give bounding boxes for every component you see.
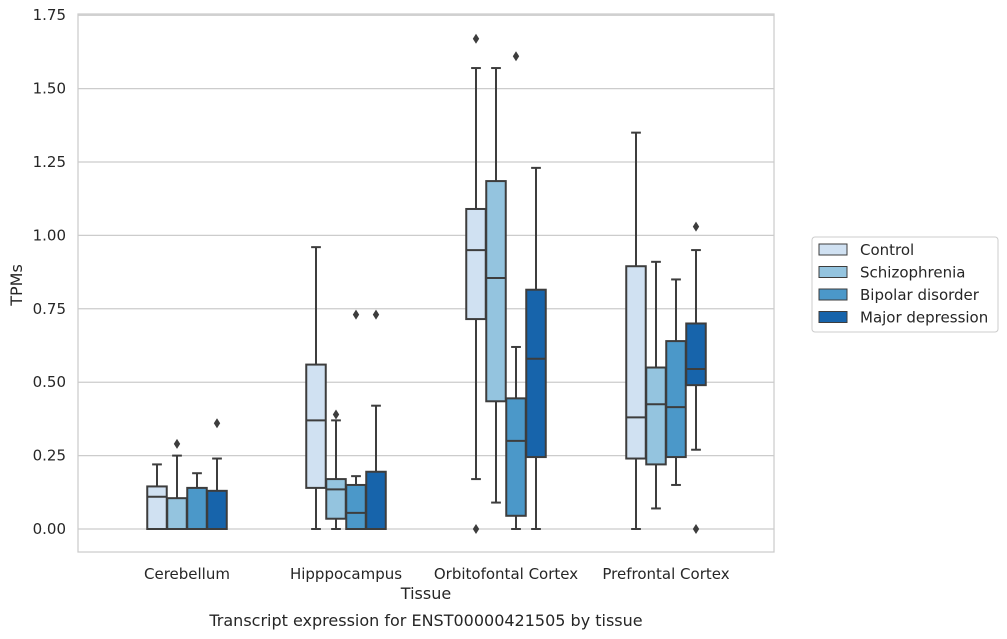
- box-body: [665, 340, 687, 459]
- box-2-3: [525, 166, 547, 530]
- x-tick-label-3: Prefrontal Cortex: [602, 565, 729, 583]
- boxes: [146, 33, 707, 534]
- outlier-marker-0: [332, 409, 340, 420]
- legend: Control Schizophrenia Bipolar disorder Majo…: [811, 236, 999, 333]
- y-tick-label-7: 1.75: [33, 6, 66, 24]
- box-body: [685, 322, 707, 387]
- y-tick-label-6: 1.50: [33, 80, 66, 98]
- outlier-marker-0: [352, 309, 360, 320]
- box-body: [345, 483, 367, 530]
- legend-swatch-2: [818, 288, 848, 301]
- box-1-0: [305, 246, 327, 530]
- legend-label-3: Major depression: [860, 309, 988, 327]
- box-1-3: [365, 309, 387, 530]
- box-body: [146, 485, 168, 531]
- box-2-1: [485, 67, 507, 504]
- box-body: [645, 366, 667, 466]
- x-tick-label-0: Cerebellum: [144, 565, 230, 583]
- y-tick-label-5: 1.25: [33, 153, 66, 171]
- box-body: [206, 489, 228, 530]
- outlier-marker-0: [512, 51, 520, 62]
- box-body: [525, 288, 547, 459]
- outlier-marker-0: [173, 438, 181, 449]
- legend-frame: [811, 236, 999, 333]
- y-tick-label-3: 0.75: [33, 300, 66, 318]
- legend-swatch-1: [818, 266, 848, 278]
- box-body: [465, 207, 487, 321]
- outlier-marker-1: [692, 524, 700, 534]
- y-tick-label-1: 0.25: [33, 447, 66, 465]
- box-body: [365, 470, 387, 530]
- box-0-0: [146, 463, 168, 531]
- y-tick-labels: 0.00 0.25 0.50 0.75 1.00 1.25 1.50 1.75: [33, 6, 66, 538]
- x-axis-title: Tissue: [400, 584, 451, 603]
- y-axis-title: TPMs: [7, 264, 26, 307]
- legend-label-0: Control: [860, 241, 914, 259]
- outlier-marker-1: [472, 524, 480, 534]
- outlier-marker-0: [692, 221, 700, 232]
- legend-swatch-3: [818, 311, 848, 323]
- legend-swatch-0: [818, 243, 848, 256]
- box-1-1: [325, 409, 347, 530]
- box-body: [485, 180, 507, 403]
- outlier-marker-0: [213, 418, 221, 429]
- box-body: [305, 363, 327, 489]
- y-tick-label-0: 0.00: [33, 520, 66, 538]
- box-body: [505, 397, 527, 517]
- y-tick-label-4: 1.00: [33, 226, 66, 244]
- box-3-1: [645, 260, 667, 510]
- legend-label-2: Bipolar disorder: [860, 286, 980, 304]
- box-3-2: [665, 278, 687, 486]
- box-3-0: [625, 131, 647, 530]
- box-body: [625, 265, 647, 460]
- y-tick-label-2: 0.50: [33, 373, 66, 391]
- plot-frame: [77, 13, 775, 553]
- outlier-marker-0: [372, 309, 380, 320]
- box-3-3: [685, 221, 707, 534]
- x-tick-labels: Cerebellum Hipppocampus Orbitofontal Corte…: [144, 565, 730, 583]
- chart-title: Transcript expression for ENST0000042150…: [208, 611, 642, 630]
- x-tick-label-1: Hipppocampus: [290, 565, 402, 583]
- box-body: [166, 497, 188, 530]
- box-2-0: [465, 33, 487, 534]
- x-tick-label-2: Orbitofontal Cortex: [434, 565, 578, 583]
- box-0-3: [206, 418, 228, 530]
- outlier-marker-0: [472, 33, 480, 44]
- box-body: [186, 486, 208, 530]
- legend-label-1: Schizophrenia: [860, 264, 965, 282]
- box-body: [325, 478, 347, 520]
